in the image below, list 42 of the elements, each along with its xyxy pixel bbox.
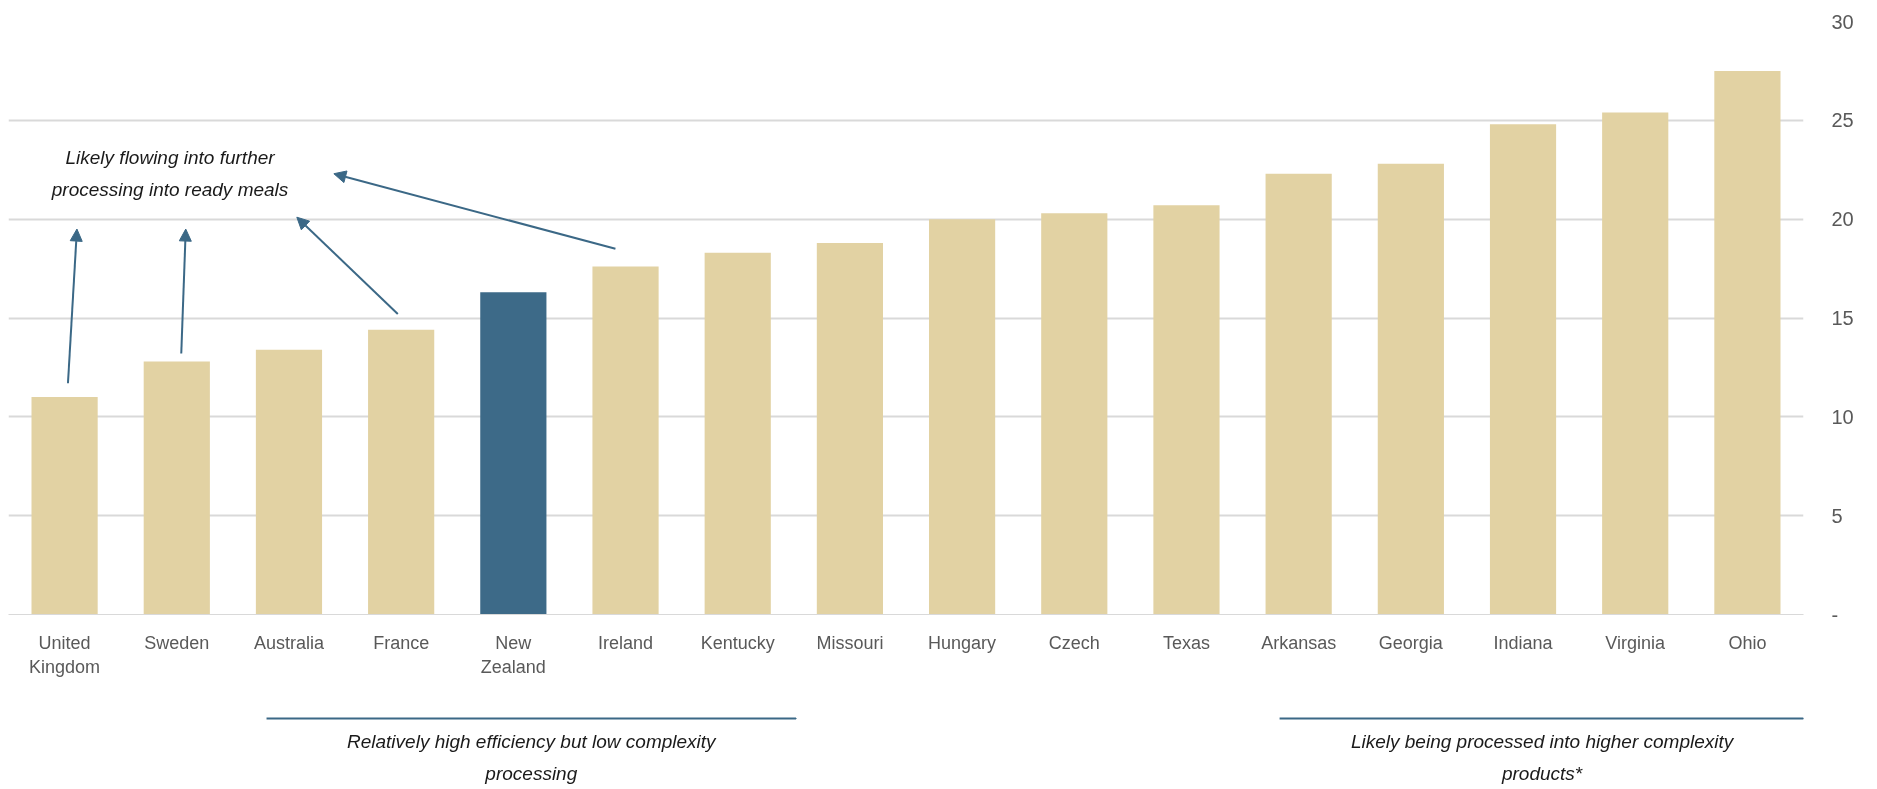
y-tick-label: 5 [1831,504,1843,527]
bar [255,349,323,615]
x-tick-label: Arkansas [1261,632,1337,653]
y-tick-label: 15 [1831,307,1854,329]
bar [1489,124,1557,615]
x-tick-label: Virginia [1605,632,1667,653]
x-tick-label: Georgia [1378,632,1444,653]
x-tick-label: Czech [1048,632,1100,653]
x-tick-label: Ohio [1728,632,1767,653]
bar [929,219,996,615]
bar [368,329,435,615]
bar [1153,205,1220,615]
bar [1265,173,1332,615]
bar [1714,70,1781,615]
bar [816,242,883,615]
y-tick-label: - [1831,603,1839,626]
annotation: Likely flowing into further processing into ready meals [50,147,289,201]
y-tick-label: 20 [1831,208,1854,231]
text: Relatively high efficiency but low complexity processing [347,731,718,784]
bar [1602,112,1669,615]
x-tick-label: Kentucky [700,632,775,653]
y-tick-label: 10 [1831,405,1854,428]
x-tick-label: Australia [253,632,325,653]
y-tick-label: 30 [1831,10,1854,33]
x-tick-label: Indiana [1493,632,1554,653]
bar [31,397,98,615]
bar [1377,163,1444,615]
bar [143,361,210,615]
x-tick-label: Hungary [928,632,997,653]
x-tick-label: Missouri [816,632,884,653]
x-tick-label: Sweden [144,632,210,653]
x-tick-label: Texas [1162,632,1210,653]
x-tick-label: New Zealand [480,632,546,677]
x-tick-label: United Kingdom [29,632,101,677]
x-tick-label: France [373,632,430,653]
bar [1041,213,1108,615]
y-tick-label: 25 [1831,109,1854,132]
bar [704,252,771,615]
bar [480,292,547,615]
x-tick-label: Ireland [598,632,654,653]
bar [592,266,659,615]
text: Likely being processed into higher complexity products* [1350,731,1735,784]
